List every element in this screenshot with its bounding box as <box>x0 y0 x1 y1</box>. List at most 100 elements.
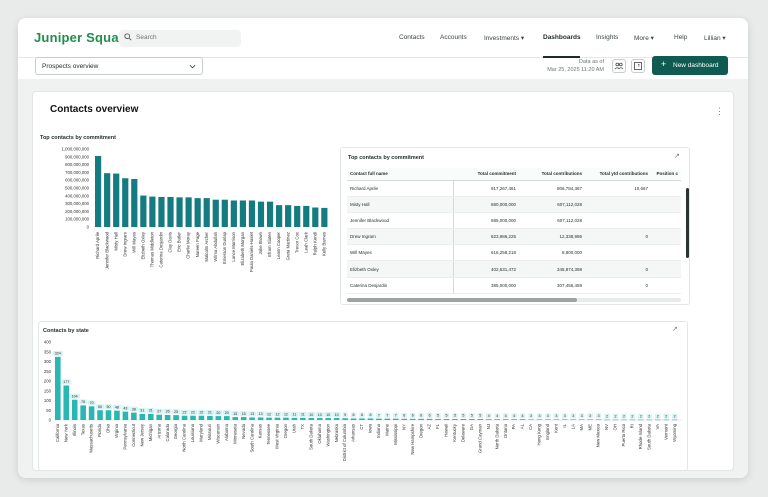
kebab-icon[interactable]: ⋮ <box>715 106 724 116</box>
bar[interactable] <box>266 201 274 227</box>
bar[interactable] <box>140 195 147 227</box>
bar[interactable] <box>359 418 365 420</box>
bar[interactable] <box>212 199 219 227</box>
bar[interactable] <box>190 415 196 420</box>
bar[interactable] <box>469 419 475 420</box>
column-header[interactable]: Total contributions <box>519 168 585 181</box>
nav-item-insights[interactable]: Insights <box>596 34 618 41</box>
bar[interactable] <box>663 419 669 421</box>
bar[interactable] <box>321 207 328 227</box>
bar[interactable] <box>294 205 301 227</box>
bar[interactable] <box>240 417 247 420</box>
bar[interactable] <box>221 199 228 227</box>
bar[interactable] <box>158 196 165 227</box>
bar[interactable] <box>578 419 585 421</box>
search-input[interactable]: Search <box>119 30 241 47</box>
bar[interactable] <box>350 418 357 420</box>
bar[interactable] <box>80 405 86 420</box>
bar[interactable] <box>519 419 526 420</box>
bar[interactable] <box>122 411 129 420</box>
app-logo[interactable]: Juniper Square <box>34 30 132 45</box>
bar[interactable] <box>629 419 636 421</box>
table-row[interactable]: Elizbeth Oxley 402,531,472 345,974,398 0 <box>347 260 681 278</box>
bar[interactable] <box>276 205 283 227</box>
bar[interactable] <box>194 198 201 227</box>
dashboard-select[interactable]: Prospects overview <box>35 57 203 75</box>
bar[interactable] <box>88 406 95 420</box>
bar[interactable] <box>147 413 154 420</box>
horizontal-scrollbar[interactable] <box>347 298 681 302</box>
bar[interactable] <box>274 417 281 420</box>
bar[interactable] <box>257 201 265 227</box>
bar[interactable] <box>646 419 653 421</box>
bar[interactable] <box>384 418 391 420</box>
bar[interactable] <box>325 418 331 420</box>
bar[interactable] <box>113 173 120 227</box>
table-row[interactable]: Misty Hall 680,000,000 607,112,028 <box>347 196 681 213</box>
bar[interactable] <box>198 415 205 420</box>
bar[interactable] <box>477 419 484 420</box>
bar[interactable] <box>671 419 678 421</box>
bar[interactable] <box>435 419 441 420</box>
nav-item-lillian[interactable]: Lillian ▾ <box>704 34 726 42</box>
table-row[interactable]: Will Mayes 616,258,218 8,800,000 <box>347 244 681 262</box>
bar[interactable] <box>203 198 210 227</box>
nav-item-more[interactable]: More ▾ <box>634 34 654 42</box>
bar[interactable] <box>224 416 230 420</box>
bar[interactable] <box>316 418 323 420</box>
panel-toggle-button[interactable] <box>631 59 645 73</box>
bar[interactable] <box>376 418 382 420</box>
expand-icon[interactable]: ↗ <box>672 326 678 333</box>
bar[interactable] <box>545 419 551 421</box>
bar[interactable] <box>104 173 111 227</box>
bar[interactable] <box>283 417 289 420</box>
bar[interactable] <box>452 419 458 420</box>
bar[interactable] <box>587 419 593 421</box>
bar[interactable] <box>536 419 543 421</box>
horizontal-scrollbar-thumb[interactable] <box>347 298 577 302</box>
bar[interactable] <box>131 178 138 227</box>
bar[interactable] <box>562 419 568 421</box>
bar[interactable] <box>266 417 272 420</box>
bar[interactable] <box>300 417 306 420</box>
bar[interactable] <box>257 417 264 420</box>
bar[interactable] <box>654 419 661 421</box>
bar[interactable] <box>418 418 424 420</box>
bar[interactable] <box>460 419 467 420</box>
bar[interactable] <box>511 419 517 420</box>
sharing-button[interactable] <box>612 59 626 73</box>
bar[interactable] <box>621 419 627 421</box>
bar[interactable] <box>443 419 450 420</box>
bar[interactable] <box>173 415 179 420</box>
table-row[interactable]: Richard Aprile 917,267,461 806,784,367 10,6… <box>347 180 681 197</box>
bar[interactable] <box>248 200 256 227</box>
bar[interactable] <box>95 156 102 227</box>
bar[interactable] <box>232 417 239 420</box>
bar[interactable] <box>114 410 120 420</box>
bar[interactable] <box>409 418 416 420</box>
bar[interactable] <box>97 410 103 420</box>
column-header[interactable]: Position c <box>651 168 681 181</box>
nav-item-investments[interactable]: Investments ▾ <box>484 34 524 42</box>
nav-item-help[interactable]: Help <box>674 34 687 41</box>
bar[interactable] <box>393 418 399 420</box>
column-header[interactable]: Total commitment <box>453 168 519 181</box>
bar[interactable] <box>426 418 433 420</box>
column-header[interactable]: Total ytd contributions <box>585 168 651 181</box>
bar[interactable] <box>105 410 112 420</box>
bar[interactable] <box>239 200 246 227</box>
bar[interactable] <box>285 205 292 227</box>
bar[interactable] <box>308 418 315 420</box>
bar[interactable] <box>638 419 644 421</box>
table-row[interactable]: Jennifer Blackwood 685,000,000 607,112,028 <box>347 212 681 230</box>
bar[interactable] <box>570 419 577 421</box>
bar[interactable] <box>71 399 78 420</box>
bar[interactable] <box>181 415 188 420</box>
bar[interactable] <box>303 205 310 227</box>
bar[interactable] <box>342 418 348 420</box>
bar[interactable] <box>291 417 298 420</box>
bar[interactable] <box>122 178 129 227</box>
column-header[interactable]: Contact full name <box>347 168 453 181</box>
bar[interactable] <box>367 418 374 420</box>
bar[interactable] <box>156 414 162 420</box>
